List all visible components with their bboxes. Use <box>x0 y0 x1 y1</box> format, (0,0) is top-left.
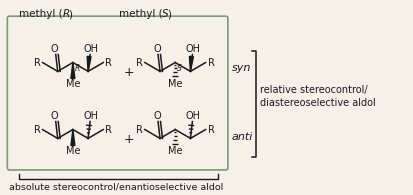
Text: OH: OH <box>185 111 200 121</box>
Polygon shape <box>87 56 91 71</box>
Text: +: + <box>123 133 133 146</box>
Text: O: O <box>51 43 58 54</box>
Text: O: O <box>153 43 161 54</box>
Text: R: R <box>63 9 70 19</box>
Text: syn: syn <box>231 63 251 74</box>
Polygon shape <box>71 63 75 78</box>
Text: diastereoselective aldol: diastereoselective aldol <box>259 98 375 108</box>
Text: O: O <box>51 111 58 121</box>
Text: Me: Me <box>168 146 182 157</box>
Text: R: R <box>105 58 112 67</box>
Text: anti: anti <box>231 132 253 142</box>
Text: OH: OH <box>83 111 98 121</box>
Text: R: R <box>207 125 214 135</box>
Text: absolute stereocontrol/enantioselective aldol: absolute stereocontrol/enantioselective … <box>9 182 223 191</box>
Text: O: O <box>153 111 161 121</box>
Text: R: R <box>207 58 214 67</box>
Text: relative stereocontrol/: relative stereocontrol/ <box>259 85 366 95</box>
Text: S: S <box>162 9 169 19</box>
Polygon shape <box>71 129 75 145</box>
Text: ): ) <box>167 9 171 19</box>
Text: +: + <box>123 66 133 79</box>
Text: R: R <box>75 65 80 74</box>
Text: R: R <box>33 125 40 135</box>
Text: Me: Me <box>66 79 80 90</box>
Text: Me: Me <box>168 79 182 90</box>
Text: Me: Me <box>66 146 80 157</box>
Text: methyl (: methyl ( <box>119 9 162 19</box>
Text: R: R <box>33 58 40 67</box>
Text: methyl (: methyl ( <box>19 9 63 19</box>
Text: R: R <box>105 125 112 135</box>
Text: R: R <box>135 58 142 67</box>
Text: ): ) <box>68 9 72 19</box>
Text: R: R <box>135 125 142 135</box>
Polygon shape <box>189 56 193 71</box>
Text: OH: OH <box>83 43 98 54</box>
Text: OH: OH <box>185 43 200 54</box>
Text: S: S <box>177 65 182 74</box>
